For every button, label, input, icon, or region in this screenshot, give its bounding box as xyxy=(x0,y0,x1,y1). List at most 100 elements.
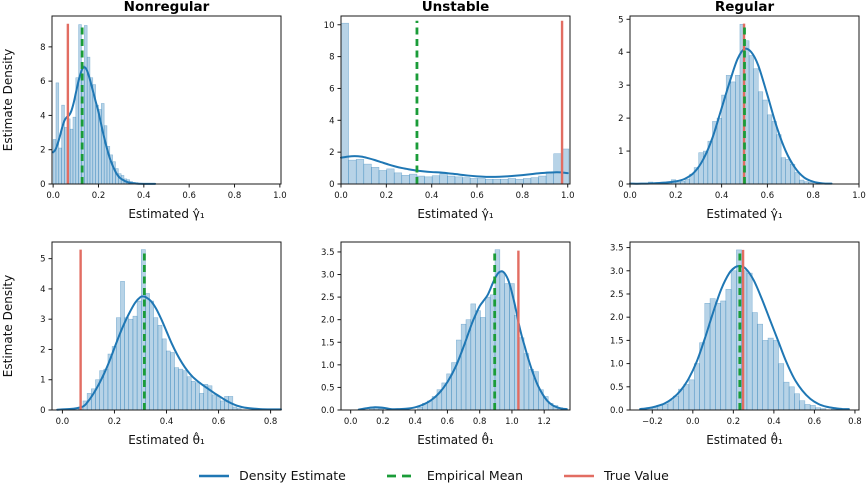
plot-title: Unstable xyxy=(422,0,490,15)
y-axis: 0.0 0.5 1.0 1.5 2.0 2.5 3.0 3.5 xyxy=(321,248,341,416)
y-axis: 0.0 0.5 1.0 1.5 2.0 2.5 3.0 3.5 xyxy=(610,244,630,416)
svg-text:0.2: 0.2 xyxy=(108,417,122,427)
y-axis: 0 2 4 6 8 xyxy=(40,43,52,190)
subplot-nonregular-gamma1: 0.0 0.2 0.4 0.6 0.8 1.0 0 2 4 6 8 Nonregular Estimat… xyxy=(1,0,287,221)
x-axis: 0.0 0.2 0.4 0.6 0.8 1.0 xyxy=(623,184,866,201)
axes-frame xyxy=(340,241,571,411)
svg-text:0.8: 0.8 xyxy=(516,191,530,201)
svg-text:3.5: 3.5 xyxy=(321,248,335,258)
x-axis-label: Estimated θ̂₁ xyxy=(417,431,494,447)
svg-text:3: 3 xyxy=(618,81,623,91)
svg-text:8: 8 xyxy=(329,53,334,63)
x-axis: 0.0 0.2 0.4 0.6 0.8 1.0 xyxy=(46,184,287,201)
svg-text:5: 5 xyxy=(40,255,45,265)
legend-item-true-value: True Value xyxy=(563,468,669,483)
svg-text:3: 3 xyxy=(40,315,45,325)
svg-text:0.8: 0.8 xyxy=(473,417,487,427)
legend-label-density-estimate: Density Estimate xyxy=(239,468,346,483)
svg-text:0.6: 0.6 xyxy=(182,191,196,201)
svg-text:0.6: 0.6 xyxy=(212,417,226,427)
svg-text:0.2: 0.2 xyxy=(376,417,390,427)
svg-text:3.5: 3.5 xyxy=(610,244,624,254)
svg-text:0.0: 0.0 xyxy=(334,191,348,201)
x-axis-label: Estimated θ̂₁ xyxy=(706,431,783,447)
svg-text:4: 4 xyxy=(40,285,45,295)
svg-text:0.6: 0.6 xyxy=(470,191,484,201)
subplot-nonregular-theta1: 0.0 0.2 0.4 0.6 0.8 0 1 2 3 4 5 Estimated θ̂₁ Estima… xyxy=(1,241,282,447)
svg-text:0.4: 0.4 xyxy=(160,417,174,427)
density-curve xyxy=(340,155,569,178)
svg-text:4: 4 xyxy=(618,48,623,58)
svg-text:1.0: 1.0 xyxy=(321,361,335,371)
svg-text:4: 4 xyxy=(329,116,334,126)
legend-item-empirical-mean: Empirical Mean xyxy=(386,468,523,483)
x-axis: 0.0 0.2 0.4 0.6 0.8 1.0 xyxy=(334,184,574,201)
svg-text:1.5: 1.5 xyxy=(610,336,624,346)
density-curve xyxy=(357,270,568,411)
density-estimate-line-icon xyxy=(199,474,230,477)
svg-text:0.0: 0.0 xyxy=(321,406,335,416)
x-axis: 0.0 0.2 0.4 0.6 0.8 1.0 1.2 xyxy=(344,410,551,427)
subplot-grid: 0.0 0.2 0.4 0.6 0.8 1.0 0 2 4 6 8 Nonregular Estimat… xyxy=(1,0,866,447)
svg-text:1.0: 1.0 xyxy=(273,191,287,201)
y-axis-label: Estimate Density xyxy=(1,49,15,151)
svg-text:1.0: 1.0 xyxy=(561,191,575,201)
histogram-bars xyxy=(368,249,563,411)
legend-label-true-value: True Value xyxy=(604,468,669,483)
svg-text:0.8: 0.8 xyxy=(228,191,242,201)
svg-text:4: 4 xyxy=(40,111,45,121)
x-axis: −0.2 0.0 0.2 0.4 0.6 0.8 xyxy=(642,410,862,427)
svg-text:1: 1 xyxy=(40,376,45,386)
x-axis-label: Estimated γ̂₁ xyxy=(128,207,205,221)
svg-text:1.2: 1.2 xyxy=(537,417,551,427)
svg-text:1: 1 xyxy=(618,147,623,157)
histogram-bars xyxy=(648,23,823,185)
y-axis: 0 1 2 3 4 5 xyxy=(40,255,52,416)
svg-text:0.5: 0.5 xyxy=(321,383,335,393)
axes-frame xyxy=(629,15,860,185)
histogram-bars xyxy=(52,24,139,185)
svg-text:0.2: 0.2 xyxy=(380,191,394,201)
svg-text:2: 2 xyxy=(329,148,334,158)
svg-text:0.0: 0.0 xyxy=(56,417,70,427)
svg-text:0.4: 0.4 xyxy=(425,191,439,201)
empirical-mean-dashed-line-icon xyxy=(386,474,417,477)
histogram-bars xyxy=(641,249,848,411)
svg-text:2: 2 xyxy=(618,114,623,124)
svg-text:2.0: 2.0 xyxy=(321,316,335,326)
svg-text:3.0: 3.0 xyxy=(321,271,335,281)
svg-text:0.5: 0.5 xyxy=(610,383,624,393)
legend-item-density-estimate: Density Estimate xyxy=(198,468,346,483)
svg-text:−0.2: −0.2 xyxy=(642,417,663,427)
svg-text:0.0: 0.0 xyxy=(623,191,637,201)
legend: Density Estimate Empirical Mean True Val… xyxy=(0,452,867,499)
x-axis-label: Estimated γ̂₁ xyxy=(417,207,494,221)
svg-text:2: 2 xyxy=(40,345,45,355)
svg-text:0.4: 0.4 xyxy=(137,191,151,201)
svg-text:0.2: 0.2 xyxy=(92,191,106,201)
y-axis: 0 1 2 3 4 5 xyxy=(618,15,630,190)
true-value-line-icon xyxy=(564,474,594,477)
svg-text:8: 8 xyxy=(40,43,45,53)
svg-text:1.0: 1.0 xyxy=(610,360,624,370)
legend-label-empirical-mean: Empirical Mean xyxy=(426,468,523,483)
svg-text:0: 0 xyxy=(618,180,623,190)
svg-text:0.6: 0.6 xyxy=(761,191,775,201)
svg-text:2.5: 2.5 xyxy=(321,293,335,303)
svg-text:0.0: 0.0 xyxy=(686,417,700,427)
svg-text:0.0: 0.0 xyxy=(46,191,60,201)
svg-text:1.0: 1.0 xyxy=(852,191,866,201)
y-axis-label: Estimate Density xyxy=(1,275,15,377)
svg-text:5: 5 xyxy=(618,15,623,25)
svg-text:0.4: 0.4 xyxy=(715,191,729,201)
svg-text:10: 10 xyxy=(324,21,335,31)
svg-text:2.5: 2.5 xyxy=(610,290,624,300)
svg-text:0.2: 0.2 xyxy=(669,191,683,201)
svg-text:0.6: 0.6 xyxy=(441,417,455,427)
svg-text:0.4: 0.4 xyxy=(767,417,781,427)
svg-text:6: 6 xyxy=(40,77,45,87)
x-axis-label: Estimated γ̂₁ xyxy=(706,207,783,221)
svg-text:0.0: 0.0 xyxy=(610,406,624,416)
svg-text:0.2: 0.2 xyxy=(727,417,741,427)
